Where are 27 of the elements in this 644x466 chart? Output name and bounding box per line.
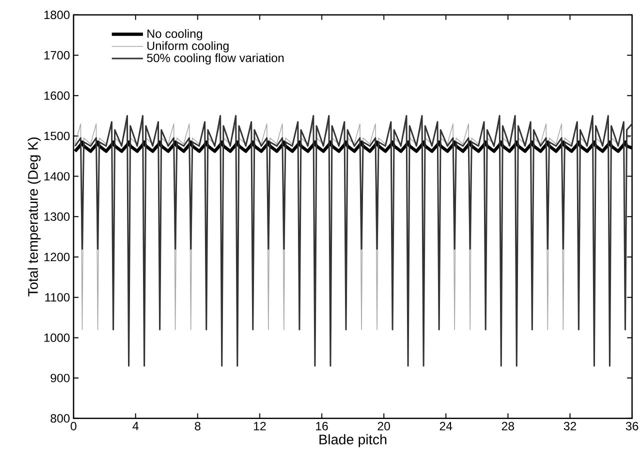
x-tick-label: 24: [440, 422, 452, 430]
x-tick-label: 4: [132, 422, 139, 430]
x-tick-label: 8: [194, 422, 200, 430]
legend-label: No cooling: [147, 29, 202, 40]
y-tick-label: 1600: [44, 91, 70, 100]
x-tick-label: 36: [626, 422, 638, 430]
x-tick-label: 0: [70, 422, 76, 430]
line-series: [74, 114, 632, 367]
x-tick-label: 20: [378, 422, 390, 430]
y-tick-label: 1400: [44, 172, 70, 180]
y-tick-label: 1300: [44, 212, 70, 221]
x-tick-label: 28: [502, 422, 514, 430]
y-tick-label: 900: [50, 374, 70, 382]
y-tick-label: 1500: [44, 132, 70, 140]
y-tick-label: 1800: [44, 10, 70, 20]
x-tick-label: 32: [564, 422, 576, 430]
y-tick-label: 800: [50, 414, 70, 423]
legend-label: Uniform cooling: [147, 41, 229, 52]
y-tick-label: 1700: [44, 50, 70, 60]
x-tick-label: 12: [254, 422, 266, 430]
x-axis-title: Blade pitch: [320, 434, 386, 448]
y-axis-title: Total temperature (Deg K): [28, 137, 41, 296]
x-tick-label: 16: [316, 422, 328, 430]
y-tick-label: 1000: [44, 333, 70, 342]
y-tick-label: 1200: [44, 252, 70, 262]
legend-label: 50% cooling flow variation: [146, 53, 284, 64]
y-tick-label: 1100: [45, 293, 70, 302]
